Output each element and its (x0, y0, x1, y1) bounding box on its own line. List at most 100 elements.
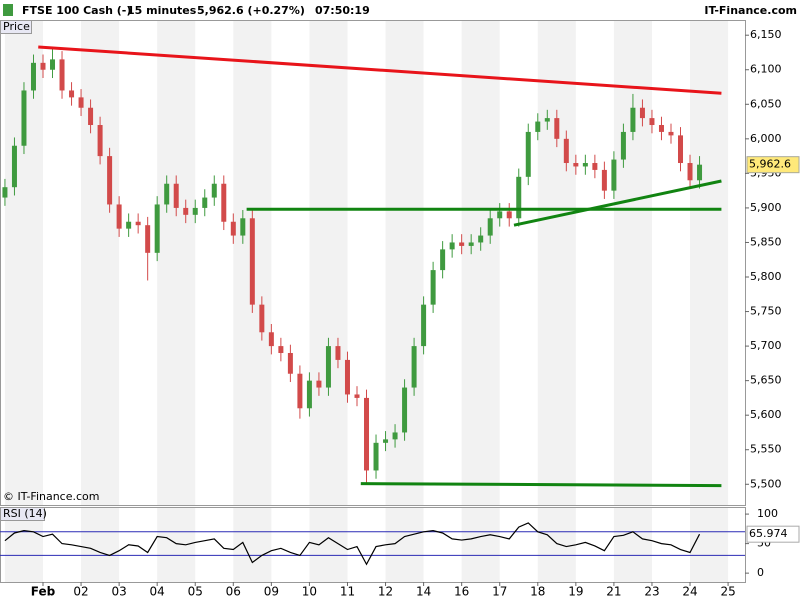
y-tick-label: 6,150 (750, 28, 782, 41)
candle-body (230, 221, 236, 236)
candle-body (126, 221, 132, 229)
y-tick-label: 5,650 (750, 374, 782, 387)
x-tick-label: 14 (416, 585, 431, 599)
trendline (360, 482, 722, 488)
day-band (537, 507, 576, 582)
app-icon[interactable] (3, 4, 13, 16)
candle-body (487, 218, 493, 236)
symbol: FTSE 100 Cash (-) (22, 4, 131, 17)
y-tick-label: 5,500 (750, 477, 782, 490)
day-band (690, 20, 729, 505)
candle-body (658, 125, 664, 132)
candle-body (259, 304, 265, 333)
x-tick-label: Feb (31, 585, 56, 599)
x-tick-label: 19 (568, 585, 583, 599)
candle-body (164, 183, 170, 205)
candle-body (535, 121, 541, 132)
candle-body (173, 183, 179, 208)
title-box (0, 20, 32, 34)
candle-body (421, 304, 427, 347)
trendline (38, 45, 722, 95)
candle-body (325, 346, 331, 388)
candle-body (497, 211, 503, 219)
candle-body (544, 118, 550, 122)
candle-body (135, 221, 141, 226)
candle-body (478, 235, 484, 243)
x-tick-label: 17 (492, 585, 507, 599)
day-band (461, 507, 500, 582)
candle-body (316, 380, 322, 388)
candle-body (468, 242, 474, 246)
candle-body (192, 207, 198, 215)
candle-body (620, 131, 626, 160)
y-tick-label: 0 (757, 566, 764, 579)
candle-body (78, 97, 84, 108)
day-band (81, 507, 120, 582)
candle-body (449, 242, 455, 250)
y-tick-label: 6,100 (750, 63, 782, 76)
interval: 15 minutes (127, 4, 197, 17)
trendline (513, 179, 722, 227)
candle-body (440, 249, 446, 271)
y-tick-label: 5,750 (750, 305, 782, 318)
x-tick-label: 06 (226, 585, 241, 599)
candle-body (392, 432, 398, 440)
x-tick-label: 23 (644, 585, 659, 599)
candle-body (306, 380, 312, 409)
y-tick-label: 100 (757, 507, 778, 520)
candle-body (50, 59, 56, 70)
candle-body (459, 242, 465, 246)
candle-body (430, 270, 436, 305)
candle-body (582, 163, 588, 167)
quote: 5,962.6 (+0.27%) (197, 4, 305, 17)
candle-body (687, 163, 693, 181)
candle-body (183, 207, 189, 215)
title-box (0, 507, 45, 521)
x-tick-label: 18 (530, 585, 545, 599)
day-band (461, 20, 500, 505)
candle-body (506, 211, 512, 219)
candle-body (240, 218, 246, 236)
price-label: 5,962.6 (749, 158, 791, 171)
candle-body (59, 59, 65, 91)
candle-body (678, 135, 684, 164)
candle-body (639, 107, 645, 119)
candle-body (145, 225, 151, 253)
rsi-marker (746, 525, 800, 543)
candle-body (344, 359, 350, 395)
x-tick-label: 16 (454, 585, 469, 599)
price-marker (746, 156, 800, 174)
candle-body (287, 353, 293, 374)
candle-body (611, 159, 617, 191)
day-band (157, 20, 196, 505)
x-tick-label: 21 (606, 585, 621, 599)
day-band (309, 20, 348, 505)
x-tick-label: 24 (682, 585, 697, 599)
candle-body (278, 346, 284, 354)
y-tick-label: 5,850 (750, 235, 782, 248)
candle-body (697, 164, 703, 181)
candle-body (649, 118, 655, 126)
x-tick-label: 03 (111, 585, 126, 599)
candle-body (154, 204, 160, 253)
candle-body (601, 169, 607, 191)
rsi-value: 65.974 (749, 527, 788, 540)
day-band (81, 20, 120, 505)
rsi-line (4, 522, 701, 566)
candle-body (354, 394, 360, 398)
day-band (309, 507, 348, 582)
candle-body (563, 138, 569, 164)
day-band (613, 20, 652, 505)
candle-body (40, 62, 46, 70)
y-tick-label: 5,600 (750, 408, 782, 421)
candle-body (249, 218, 255, 305)
brand: IT-Finance.com (704, 4, 797, 17)
candle-body (573, 163, 579, 167)
y-tick-label: 5,550 (750, 443, 782, 456)
candle-body (107, 156, 113, 205)
candle-body (268, 332, 274, 347)
price-frame (0, 20, 746, 506)
time: 07:50:19 (315, 4, 370, 17)
candle-body (97, 125, 103, 157)
